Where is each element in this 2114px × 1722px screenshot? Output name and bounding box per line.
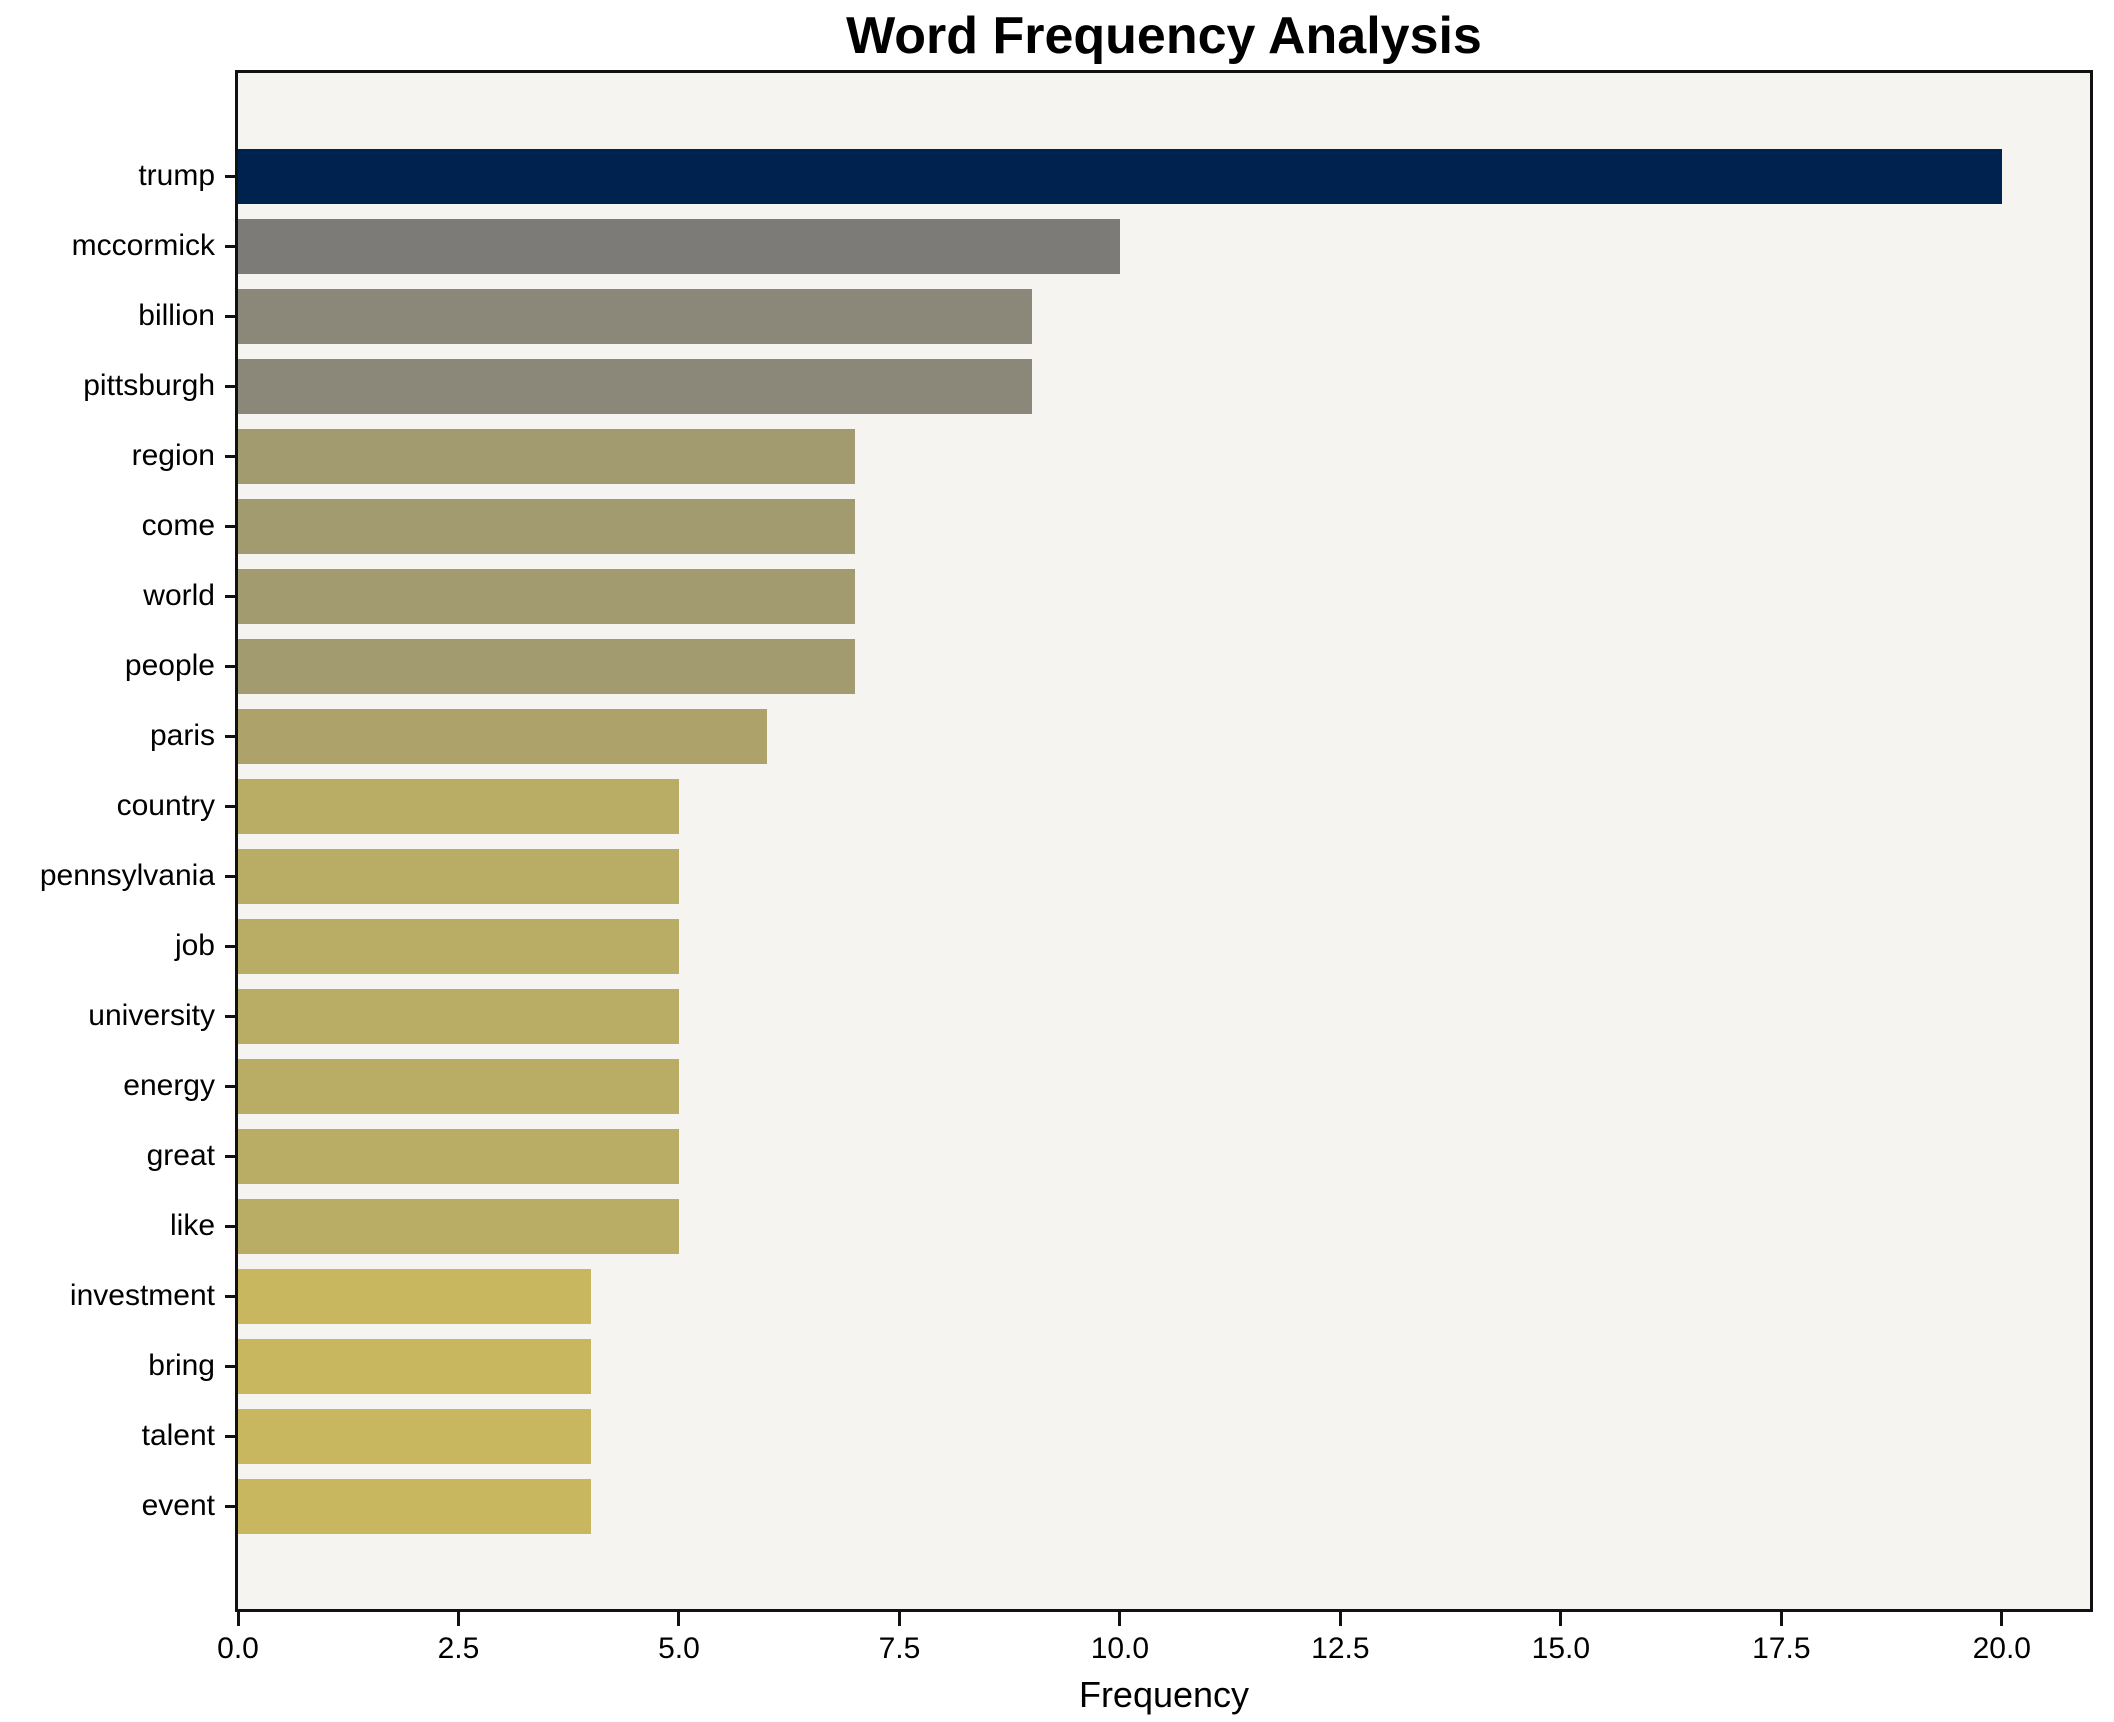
bar-event xyxy=(238,1478,591,1534)
x-tick-10.0 xyxy=(1118,1612,1122,1626)
bar-talent xyxy=(238,1408,591,1464)
y-tick-great xyxy=(225,1154,235,1158)
bar-paris xyxy=(238,708,768,764)
y-tick-label-trump: trump xyxy=(138,159,215,192)
y-tick-label-billion: billion xyxy=(138,299,215,332)
y-tick-talent xyxy=(225,1434,235,1438)
y-tick-label-pittsburgh: pittsburgh xyxy=(83,369,215,402)
y-tick-trump xyxy=(225,174,235,178)
y-tick-label-job: job xyxy=(174,929,215,962)
y-tick-label-event: event xyxy=(141,1489,215,1522)
bar-world xyxy=(238,568,856,624)
x-tick-label-20.0: 20.0 xyxy=(1972,1632,2031,1665)
bar-investment xyxy=(238,1268,591,1324)
y-tick-label-region: region xyxy=(131,439,215,472)
y-tick-label-come: come xyxy=(141,509,215,542)
y-tick-label-pennsylvania: pennsylvania xyxy=(39,859,215,892)
y-tick-like xyxy=(225,1224,235,1228)
chart-title: Word Frequency Analysis xyxy=(846,7,1482,65)
bar-mccormick xyxy=(238,218,1120,274)
y-tick-pittsburgh xyxy=(225,384,235,388)
y-tick-country xyxy=(225,804,235,808)
bar-great xyxy=(238,1128,679,1184)
x-tick-7.5 xyxy=(897,1612,901,1626)
y-tick-label-energy: energy xyxy=(123,1069,215,1102)
bar-job xyxy=(238,918,679,974)
y-tick-label-university: university xyxy=(88,999,215,1032)
x-tick-label-2.5: 2.5 xyxy=(437,1632,480,1665)
bars-layer xyxy=(238,73,2090,1609)
y-tick-paris xyxy=(225,734,235,738)
y-tick-billion xyxy=(225,314,235,318)
y-tick-energy xyxy=(225,1084,235,1088)
x-tick-label-15.0: 15.0 xyxy=(1531,1632,1591,1665)
y-tick-region xyxy=(225,454,235,458)
bar-university xyxy=(238,988,679,1044)
x-tick-2.5 xyxy=(456,1612,460,1626)
y-tick-people xyxy=(225,664,235,668)
x-tick-label-5.0: 5.0 xyxy=(658,1632,700,1665)
bar-like xyxy=(238,1198,679,1254)
y-tick-investment xyxy=(225,1294,235,1298)
x-tick-label-0.0: 0.0 xyxy=(217,1632,259,1665)
bar-country xyxy=(238,778,679,834)
y-tick-university xyxy=(225,1014,235,1018)
plot-area xyxy=(235,70,2093,1612)
y-tick-label-paris: paris xyxy=(149,719,215,752)
y-tick-job xyxy=(225,944,235,948)
bar-people xyxy=(238,638,856,694)
x-tick-label-17.5: 17.5 xyxy=(1752,1632,1811,1665)
y-tick-event xyxy=(225,1504,235,1508)
bar-trump xyxy=(238,148,2002,204)
y-tick-label-bring: bring xyxy=(148,1349,215,1382)
y-tick-come xyxy=(225,524,235,528)
x-tick-label-10.0: 10.0 xyxy=(1090,1632,1150,1665)
y-tick-pennsylvania xyxy=(225,874,235,878)
x-tick-17.5 xyxy=(1779,1612,1783,1626)
y-tick-bring xyxy=(225,1364,235,1368)
x-tick-20.0 xyxy=(2000,1612,2004,1626)
x-tick-5.0 xyxy=(677,1612,681,1626)
bar-bring xyxy=(238,1338,591,1394)
x-tick-label-7.5: 7.5 xyxy=(878,1632,921,1665)
y-tick-label-talent: talent xyxy=(141,1419,215,1452)
y-tick-label-great: great xyxy=(146,1139,215,1172)
y-tick-mccormick xyxy=(225,244,235,248)
bar-energy xyxy=(238,1058,679,1114)
y-tick-label-people: people xyxy=(124,649,215,682)
y-tick-label-investment: investment xyxy=(69,1279,215,1312)
y-tick-label-country: country xyxy=(116,789,215,822)
bar-region xyxy=(238,428,856,484)
y-tick-label-world: world xyxy=(143,579,215,612)
y-tick-label-like: like xyxy=(169,1209,215,1242)
bar-pennsylvania xyxy=(238,848,679,904)
x-tick-15.0 xyxy=(1559,1612,1563,1626)
bar-pittsburgh xyxy=(238,358,1032,414)
x-tick-label-12.5: 12.5 xyxy=(1311,1632,1370,1665)
x-axis-title: Frequency xyxy=(1078,1674,1250,1715)
bar-come xyxy=(238,498,856,554)
y-tick-world xyxy=(225,594,235,598)
y-tick-label-mccormick: mccormick xyxy=(71,229,215,262)
x-tick-0.0 xyxy=(236,1612,240,1626)
x-tick-12.5 xyxy=(1338,1612,1342,1626)
bar-billion xyxy=(238,288,1032,344)
